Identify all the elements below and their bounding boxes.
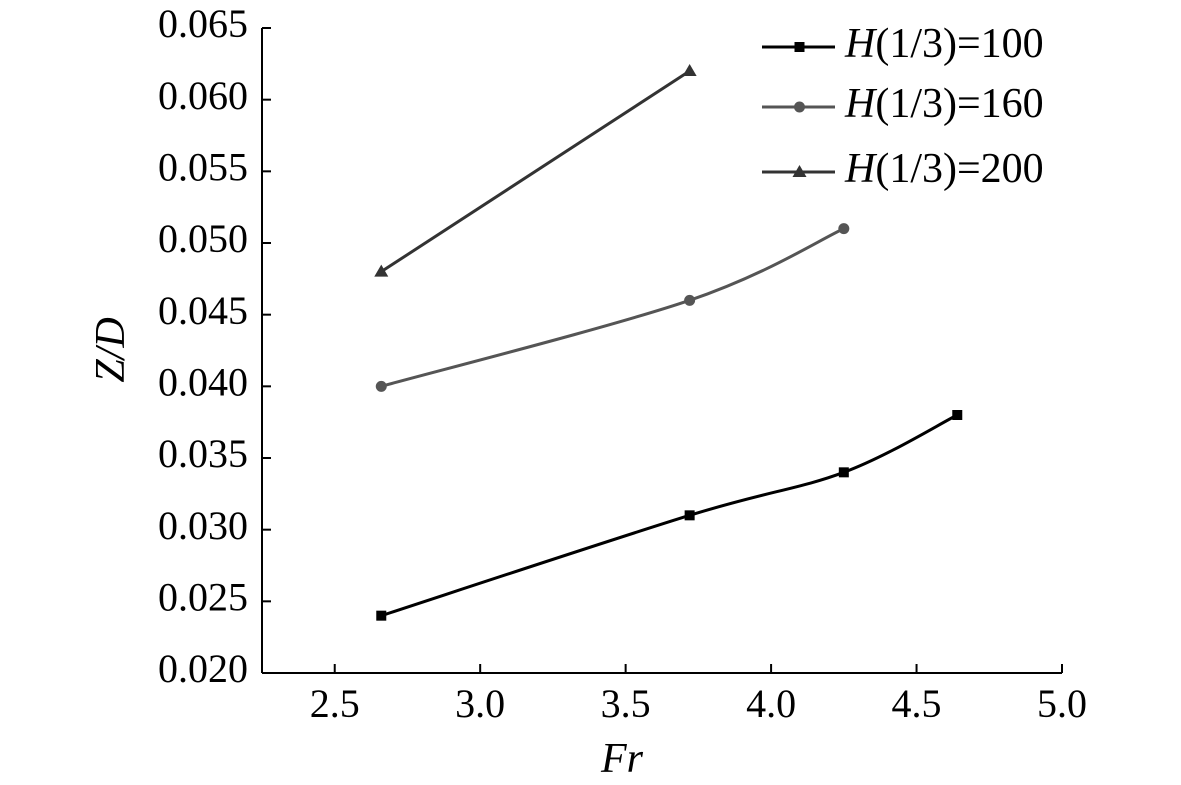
y-tick-label: 0.055	[158, 145, 248, 190]
legend-label-italic: H	[844, 146, 878, 192]
legend-item: H(1/3)=200	[762, 146, 1044, 192]
y-tick-label: 0.025	[158, 575, 248, 620]
x-tick-label: 3.5	[601, 681, 651, 726]
legend-label: H(1/3)=100	[844, 21, 1044, 67]
data-point	[952, 410, 963, 420]
data-point	[375, 380, 387, 392]
legend-label-italic: H	[844, 81, 878, 127]
x-tick-label: 4.0	[746, 681, 796, 726]
x-tick-label: 2.5	[310, 681, 360, 726]
legend-label-rest: (1/3)=200	[875, 146, 1043, 192]
data-point	[684, 294, 696, 306]
y-tick-label: 0.060	[158, 73, 248, 118]
y-tick-label: 0.030	[158, 503, 248, 548]
legend-item: H(1/3)=100	[762, 21, 1044, 67]
legend-label-italic: H	[844, 21, 878, 67]
series-2	[375, 223, 850, 392]
data-point	[838, 467, 849, 478]
x-tick-label: 3.0	[455, 681, 505, 726]
y-tick-label: 0.035	[158, 431, 248, 476]
x-axis-title: Fr	[600, 736, 644, 780]
legend-marker	[794, 42, 805, 52]
legend-item: H(1/3)=160	[762, 81, 1044, 127]
legend-label-rest: (1/3)=100	[875, 21, 1043, 67]
legend-label-rest: (1/3)=160	[875, 81, 1043, 127]
y-tick-label: 0.050	[158, 216, 248, 261]
data-point	[682, 64, 697, 76]
series-layer	[374, 64, 963, 621]
y-tick-label: 0.040	[158, 360, 248, 405]
data-point	[376, 610, 387, 621]
legend-marker	[792, 165, 807, 177]
series-line	[380, 227, 845, 388]
y-tick-label: 0.045	[158, 288, 248, 333]
axes: 0.020 0.025 0.030 0.035 0.040 0.045 0.050 0.055…	[88, 1, 1087, 782]
legend-label: H(1/3)=200	[844, 146, 1044, 192]
y-axis-title: Z/D	[88, 317, 134, 382]
legend-label: H(1/3)=160	[844, 81, 1044, 127]
data-point	[838, 223, 850, 235]
legend-marker	[794, 101, 805, 113]
series-line	[380, 413, 958, 618]
y-tick-label: 0.065	[158, 1, 248, 46]
series-3	[374, 64, 697, 277]
data-point	[374, 264, 389, 277]
series-1	[376, 410, 963, 621]
x-tick-label: 4.5	[892, 681, 942, 726]
series-line	[380, 69, 691, 273]
x-tick-label: 5.0	[1037, 681, 1087, 726]
y-tick-label: 0.020	[158, 646, 248, 691]
data-point	[684, 510, 695, 521]
